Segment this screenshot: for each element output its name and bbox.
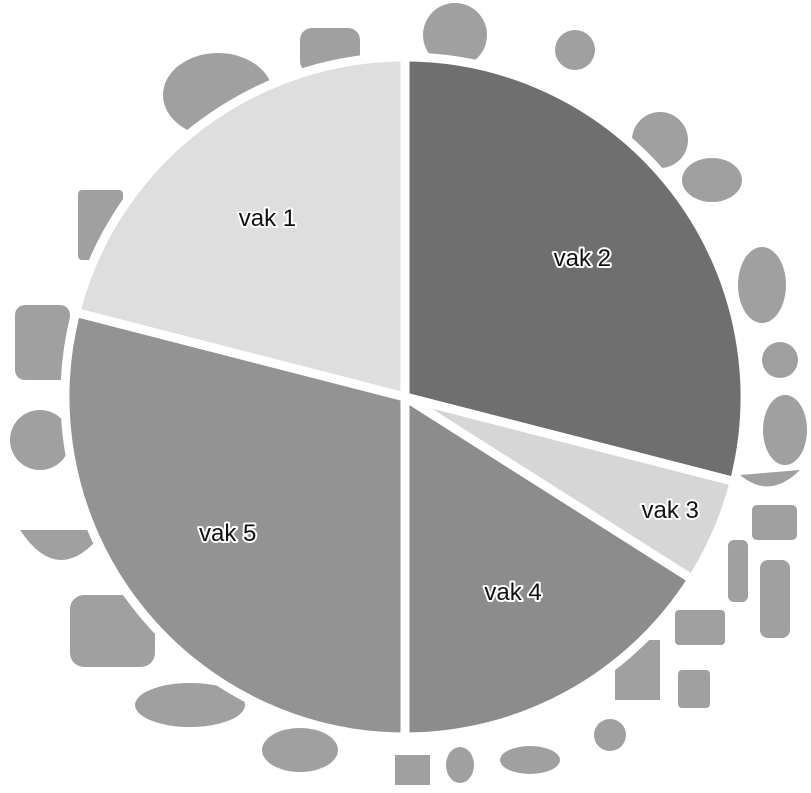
slice-label: vak 2 xyxy=(554,245,611,272)
egg-icon xyxy=(446,747,474,783)
banana-icon xyxy=(763,395,807,465)
slice-label: vak 5 xyxy=(199,520,256,547)
bread-icon xyxy=(70,595,155,667)
cheese-icon xyxy=(675,610,725,645)
pie-slice xyxy=(400,52,750,488)
pie-slice xyxy=(60,306,410,742)
bread-roll-icon xyxy=(135,683,245,727)
pineapple-icon xyxy=(738,247,786,323)
pasta-icon xyxy=(15,305,70,380)
noodles-icon xyxy=(10,410,70,470)
pie-slice xyxy=(400,388,699,742)
potato-icon xyxy=(262,728,338,772)
fish-icon xyxy=(500,746,560,774)
yogurt-icon xyxy=(678,670,710,708)
pie-slice xyxy=(70,52,410,403)
bottle-icon xyxy=(760,560,790,638)
slice-label: vak 3 xyxy=(642,497,699,524)
tofu-icon xyxy=(395,755,430,785)
oil-icon xyxy=(728,540,748,602)
butter-icon xyxy=(752,505,797,540)
nuts-icon xyxy=(594,719,626,751)
slice-label: vak 4 xyxy=(484,579,541,606)
lettuce-icon xyxy=(682,158,742,202)
slice-label: vak 1 xyxy=(239,205,296,232)
tomato-icon xyxy=(555,30,595,70)
melon-icon xyxy=(740,470,800,487)
food-icons xyxy=(10,3,807,785)
broccoli-icon xyxy=(423,3,487,67)
rice-bowl-icon xyxy=(20,530,105,560)
fruit-icon xyxy=(762,342,798,378)
